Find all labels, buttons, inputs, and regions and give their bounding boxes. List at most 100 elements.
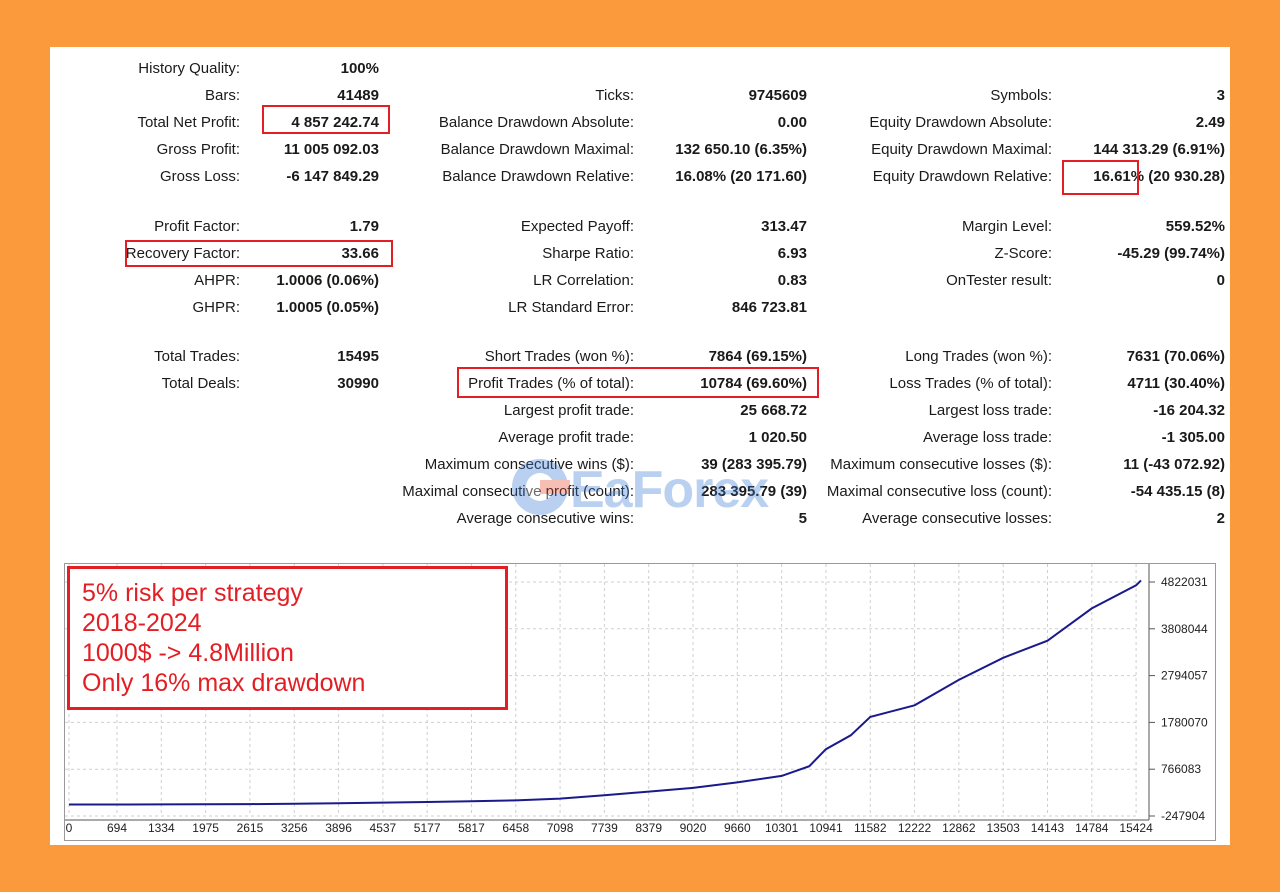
stat-label-symbols: Symbols: xyxy=(990,87,1052,104)
stat-value-avg_consec_losses: 2 xyxy=(1216,510,1225,527)
x-tick-label: 5817 xyxy=(458,821,485,835)
stat-label-gross_loss: Gross Loss: xyxy=(159,168,240,185)
stat-label-max_consec_losses: Maximum consecutive losses ($): xyxy=(830,456,1052,473)
stat-value-ghpr: 1.0005 (0.05%) xyxy=(276,299,379,316)
report-panel: History Quality: 100% Bars: 41489 Total Net … xyxy=(50,47,1230,845)
x-tick-label: 7739 xyxy=(591,821,618,835)
stat-value-balance_dd_max: 132 650.10 (6.35%) xyxy=(675,141,807,158)
x-tick-label: 8379 xyxy=(635,821,662,835)
stat-value-gross_loss: -6 147 849.29 xyxy=(286,168,379,185)
stat-label-average_loss: Average loss trade: xyxy=(923,429,1052,446)
highlight-profit-trades xyxy=(457,367,819,398)
stat-value-equity_dd_abs: 2.49 xyxy=(1195,114,1225,131)
stat-value-profit_trades: 10784 (69.60%) xyxy=(700,375,807,392)
stat-label-equity_dd_rel: Equity Drawdown Relative: xyxy=(872,168,1052,185)
x-tick-label: 694 xyxy=(107,821,127,835)
stat-value-equity_dd_rel: 16.61% (20 930.28) xyxy=(1093,168,1225,185)
note-line-period: 2018-2024 xyxy=(82,609,202,637)
stat-value-long_trades: 7631 (70.06%) xyxy=(1126,348,1225,365)
stat-label-gross_profit: Gross Profit: xyxy=(156,141,240,158)
x-tick-label: 0 xyxy=(66,821,73,835)
x-tick-label: 3256 xyxy=(281,821,308,835)
stat-label-long_trades: Long Trades (won %): xyxy=(905,348,1052,365)
stat-label-lr_std_error: LR Standard Error: xyxy=(508,299,634,316)
stat-label-ghpr: GHPR: xyxy=(192,299,240,316)
x-tick-label: 5177 xyxy=(414,821,441,835)
stat-value-max_consec_wins: 39 (283 395.79) xyxy=(701,456,807,473)
stat-label-average_profit: Average profit trade: xyxy=(498,429,634,446)
stat-label-lr_correlation: LR Correlation: xyxy=(533,272,634,289)
stat-value-total_net_profit: 4 857 242.74 xyxy=(291,114,379,131)
x-tick-label: 4537 xyxy=(370,821,397,835)
highlight-recovery-factor xyxy=(125,240,393,267)
x-tick-label: 9020 xyxy=(680,821,707,835)
stat-value-ahpr: 1.0006 (0.06%) xyxy=(276,272,379,289)
highlight-total-net-profit xyxy=(262,105,390,134)
stat-label-profit_factor: Profit Factor: xyxy=(154,218,240,235)
note-line-drawdown: Only 16% max drawdown xyxy=(82,669,366,697)
stat-value-balance_dd_rel: 16.08% (20 171.60) xyxy=(675,168,807,185)
stat-label-equity_dd_max: Equity Drawdown Maximal: xyxy=(871,141,1052,158)
stat-label-short_trades: Short Trades (won %): xyxy=(484,348,634,365)
stat-value-bars: 41489 xyxy=(337,87,379,104)
stat-label-maximal_consec_loss: Maximal consecutive loss (count): xyxy=(826,483,1052,500)
stat-label-maximal_consec_profit: Maximal consecutive profit (count): xyxy=(402,483,634,500)
stat-value-lr_correlation: 0.83 xyxy=(777,272,807,289)
stat-value-total_deals: 30990 xyxy=(337,375,379,392)
stat-value-total_trades: 15495 xyxy=(337,348,379,365)
stat-value-short_trades: 7864 (69.15%) xyxy=(708,348,807,365)
x-tick-label: 10301 xyxy=(765,821,799,835)
stat-value-ontester: 0 xyxy=(1216,272,1225,289)
annotation-box: 5% risk per strategy 2018-2024 1000$ -> … xyxy=(67,566,508,710)
stat-label-recovery_factor: Recovery Factor: xyxy=(125,245,240,262)
y-tick-label: -247904 xyxy=(1161,809,1205,823)
stat-value-max_consec_losses: 11 (-43 072.92) xyxy=(1123,456,1225,473)
stat-value-maximal_consec_profit: 283 395.79 (39) xyxy=(701,483,807,500)
stat-value-equity_dd_max: 144 313.29 (6.91%) xyxy=(1093,141,1225,158)
stat-value-loss_trades: 4711 (30.40%) xyxy=(1127,375,1225,392)
stat-value-sharpe_ratio: 6.93 xyxy=(777,245,807,262)
stat-label-ticks: Ticks: xyxy=(595,87,634,104)
stat-label-profit_trades: Profit Trades (% of total): xyxy=(468,375,634,392)
x-tick-label: 9660 xyxy=(724,821,751,835)
y-tick-label: 3808044 xyxy=(1161,622,1208,636)
x-tick-label: 12222 xyxy=(898,821,932,835)
stat-label-total_net_profit: Total Net Profit: xyxy=(137,114,240,131)
stat-value-profit_factor: 1.79 xyxy=(349,218,379,235)
stat-label-total_trades: Total Trades: xyxy=(154,348,240,365)
stat-value-lr_std_error: 846 723.81 xyxy=(731,299,807,316)
stat-value-recovery_factor: 33.66 xyxy=(341,245,379,262)
stat-value-history_quality: 100% xyxy=(340,60,379,77)
balance-chart-svg: 0 694 1334 1975 2615 3256 3896 4537 5177 5817 6458… xyxy=(65,564,1208,835)
x-tick-label: 2615 xyxy=(237,821,264,835)
x-tick-label: 3896 xyxy=(325,821,352,835)
stat-value-balance_dd_abs: 0.00 xyxy=(777,114,807,131)
y-tick-label: 4822031 xyxy=(1161,575,1208,589)
stat-value-gross_profit: 11 005 092.03 xyxy=(283,141,379,158)
stat-label-z_score: Z-Score: xyxy=(994,245,1052,262)
stat-label-sharpe_ratio: Sharpe Ratio: xyxy=(542,245,634,262)
x-tick-label: 12862 xyxy=(942,821,976,835)
note-line-risk: 5% risk per strategy xyxy=(82,579,303,607)
stat-label-largest_loss: Largest loss trade: xyxy=(928,402,1052,419)
stat-label-avg_consec_wins: Average consecutive wins: xyxy=(456,510,634,527)
y-tick-label: 1780070 xyxy=(1161,715,1208,729)
x-tick-label: 15424 xyxy=(1119,821,1153,835)
stat-value-avg_consec_wins: 5 xyxy=(798,510,807,527)
stat-label-largest_profit: Largest profit trade: xyxy=(503,402,634,419)
x-tick-label: 1334 xyxy=(148,821,175,835)
stat-label-expected_payoff: Expected Payoff: xyxy=(520,218,634,235)
stat-label-history_quality: History Quality: xyxy=(138,60,240,77)
stat-value-z_score: -45.29 (99.74%) xyxy=(1117,245,1225,262)
balance-series-line xyxy=(69,579,1142,806)
x-tick-label: 13503 xyxy=(986,821,1020,835)
stat-label-equity_dd_abs: Equity Drawdown Absolute: xyxy=(869,114,1052,131)
x-tick-label: 14784 xyxy=(1075,821,1109,835)
watermark-text: EaForex xyxy=(570,461,769,519)
eaforex-logo-icon xyxy=(512,459,570,515)
stat-label-max_consec_wins: Maximum consecutive wins ($): xyxy=(424,456,634,473)
stat-label-bars: Bars: xyxy=(204,87,240,104)
stat-label-balance_dd_max: Balance Drawdown Maximal: xyxy=(440,141,634,158)
y-tick-label: 2794057 xyxy=(1161,669,1208,683)
highlight-equity-dd-relative xyxy=(1062,160,1139,195)
